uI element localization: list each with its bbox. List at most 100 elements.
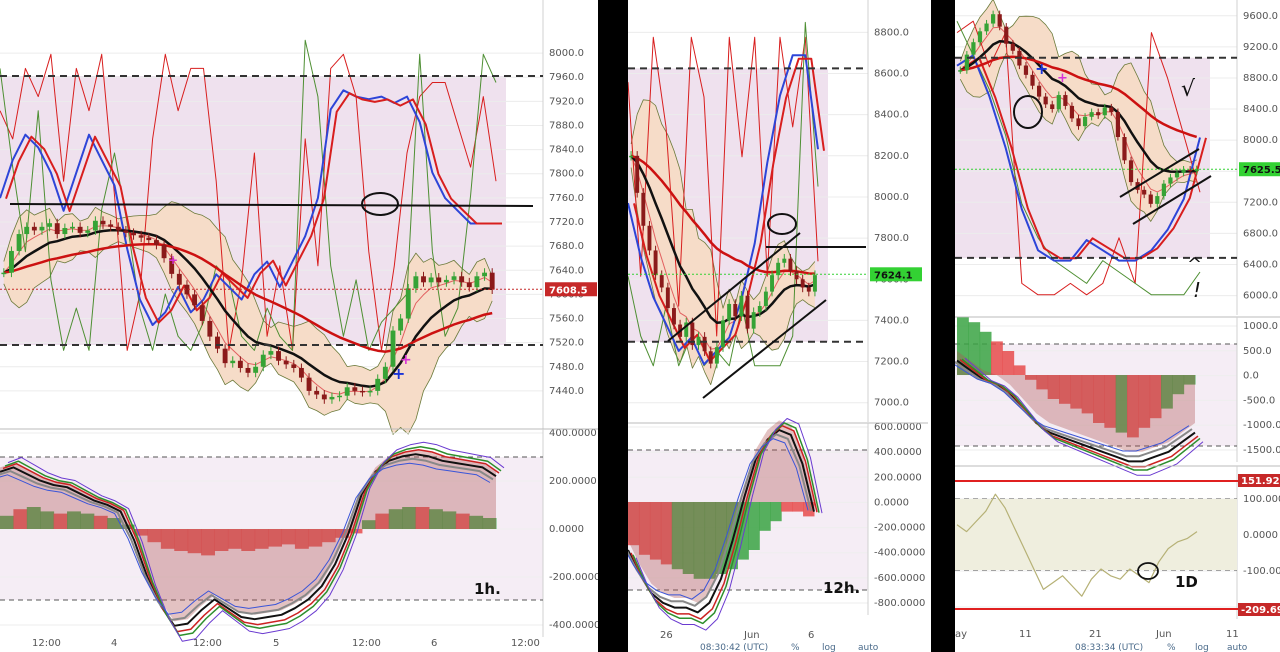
cci-band <box>955 499 1237 570</box>
osc-axis-label: 400.0000 <box>549 428 597 439</box>
timeframe-label: 1h. <box>474 580 501 598</box>
osc2-axis-label: 100.0000 <box>1243 494 1280 505</box>
caret-annotation: ^ <box>1187 254 1202 275</box>
osc-red-line <box>630 424 818 620</box>
bollinger-band-fill <box>631 99 815 385</box>
pct-toggle[interactable]: % <box>791 643 800 652</box>
histogram-bar <box>1013 365 1026 375</box>
auto-toggle[interactable]: auto <box>1227 643 1248 652</box>
candle <box>222 348 228 364</box>
buy-cross-marker: + <box>392 364 405 383</box>
candle <box>1174 172 1180 178</box>
price-axis-label: 8000.0 <box>874 192 909 203</box>
candle <box>131 232 136 236</box>
candle <box>733 303 738 317</box>
histogram-bar <box>1070 375 1083 409</box>
candle <box>721 320 725 348</box>
histogram-bar <box>1002 351 1015 375</box>
candle <box>306 377 312 391</box>
candle <box>24 226 30 235</box>
histogram-bar <box>737 502 749 560</box>
candle <box>138 235 144 238</box>
candle <box>812 275 817 292</box>
osc-green-line <box>632 422 820 625</box>
check-annotation: √ <box>1181 77 1196 102</box>
stoch-red-line <box>956 20 1201 296</box>
candle <box>1050 104 1055 110</box>
chart-panel-12h[interactable]: 8800.08600.08400.08200.08000.07800.07600… <box>628 0 931 652</box>
candle <box>398 318 404 331</box>
time-axis-label: 12:00 <box>352 638 381 649</box>
candle <box>1109 107 1114 113</box>
osc-axis-label: 200.0000 <box>874 472 922 483</box>
star-marker: + <box>1057 71 1068 86</box>
candle <box>1023 65 1029 75</box>
candle <box>352 387 358 391</box>
candle <box>1030 74 1035 86</box>
stoch-green-line <box>956 20 1201 296</box>
candle <box>329 396 335 400</box>
rsi-red-line <box>962 56 1207 260</box>
osc-purple-line <box>7 441 505 642</box>
chart-panel-1h[interactable]: 8000.0 7960.0 7920.0 7880.0 7840.0 7800.0 7760… <box>0 0 598 652</box>
price-axis-label: 7880.0 <box>549 120 584 131</box>
cci-tag-lower: -209.690 <box>1241 605 1280 616</box>
candle <box>276 351 281 361</box>
candle <box>690 322 695 346</box>
osc1-axis-label: 0.0 <box>1243 371 1259 382</box>
histogram-bar <box>53 513 68 529</box>
chart-panel-1d[interactable]: 9600.09200.08800.08400.08000.07600.07200… <box>955 0 1280 652</box>
candle <box>984 23 989 32</box>
bollinger-upper <box>3 201 493 371</box>
auto-toggle[interactable]: auto <box>858 643 879 652</box>
candle <box>428 277 434 283</box>
osc-red-line <box>2 448 500 633</box>
candle <box>800 279 805 288</box>
log-toggle[interactable]: log <box>822 643 836 652</box>
candle <box>757 306 762 313</box>
histogram-bar <box>979 331 992 375</box>
candle <box>745 295 750 329</box>
time-axis-label: 11 <box>1226 629 1239 640</box>
cci-tag-upper: 151.924 <box>1241 476 1280 487</box>
ema-fast <box>3 225 493 395</box>
star-marker: + <box>168 253 178 267</box>
candle <box>108 224 114 227</box>
log-toggle[interactable]: log <box>1195 643 1209 652</box>
candle <box>977 31 983 43</box>
candle <box>291 364 297 368</box>
candle <box>739 295 744 317</box>
histogram-bar <box>1127 375 1139 438</box>
chart-1h: 8000.0 7960.0 7920.0 7880.0 7840.0 7800.0 7760… <box>0 0 598 649</box>
histogram-bar <box>227 529 242 549</box>
histogram-bar <box>781 502 793 512</box>
moving-average-red <box>630 154 815 275</box>
osc-gray-line <box>0 457 494 621</box>
candle <box>776 262 781 276</box>
histogram-bar <box>792 502 804 512</box>
candle <box>413 276 419 289</box>
bollinger-lower <box>959 52 1197 222</box>
candle <box>161 244 167 259</box>
candle <box>382 366 388 379</box>
candle <box>672 308 676 325</box>
osc-black-line <box>628 429 815 614</box>
osc1-axis-label: -1500.0 <box>1243 445 1280 456</box>
candle <box>321 394 327 400</box>
candle <box>314 390 320 395</box>
histogram-bar <box>67 511 81 529</box>
candle <box>62 228 68 235</box>
stoch-red-line <box>0 53 497 351</box>
price-tag: 7608.5 <box>549 285 588 296</box>
price-axis-label: 7720.0 <box>549 217 584 228</box>
trendline-lower <box>702 299 827 399</box>
candle <box>1004 26 1009 44</box>
histogram-bar <box>1161 375 1173 409</box>
pct-toggle[interactable]: % <box>1167 643 1176 652</box>
candle <box>390 330 396 367</box>
osc-axis-label: 0.0000 <box>549 524 584 535</box>
price-tag-box <box>870 267 922 282</box>
histogram-bar <box>174 529 189 551</box>
osc1-axis-label: 1000.0 <box>1243 321 1278 332</box>
moving-average-black <box>959 40 1197 174</box>
